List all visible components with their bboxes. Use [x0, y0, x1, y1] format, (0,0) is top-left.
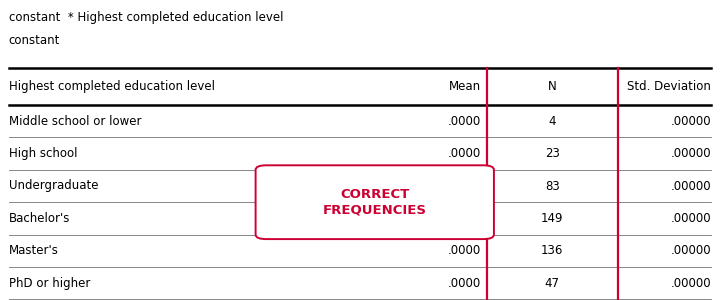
Text: Middle school or lower: Middle school or lower: [9, 115, 141, 128]
Text: CORRECT
FREQUENCIES: CORRECT FREQUENCIES: [323, 188, 427, 216]
Text: .00000: .00000: [671, 147, 711, 160]
Text: Highest completed education level: Highest completed education level: [9, 80, 215, 93]
Text: .00000: .00000: [671, 277, 711, 290]
Text: .0000: .0000: [448, 277, 481, 290]
Text: 83: 83: [545, 179, 559, 193]
Text: Mean: Mean: [449, 80, 481, 93]
Text: .0000: .0000: [448, 244, 481, 257]
Text: constant: constant: [9, 34, 60, 47]
Text: .00000: .00000: [671, 115, 711, 128]
Text: Std. Deviation: Std. Deviation: [628, 80, 711, 93]
Text: 149: 149: [541, 212, 564, 225]
FancyBboxPatch shape: [256, 165, 494, 239]
Text: 23: 23: [545, 147, 559, 160]
Text: .0000: .0000: [448, 147, 481, 160]
Text: 136: 136: [541, 244, 564, 257]
Text: constant  * Highest completed education level: constant * Highest completed education l…: [9, 11, 283, 23]
Text: Master's: Master's: [9, 244, 58, 257]
Text: .0000: .0000: [448, 115, 481, 128]
Text: 4: 4: [549, 115, 556, 128]
Text: .00000: .00000: [671, 244, 711, 257]
Text: 47: 47: [545, 277, 559, 290]
Text: PhD or higher: PhD or higher: [9, 277, 90, 290]
Text: .00000: .00000: [671, 212, 711, 225]
Text: N: N: [548, 80, 557, 93]
Text: .00000: .00000: [671, 179, 711, 193]
Text: High school: High school: [9, 147, 77, 160]
Text: Undergraduate: Undergraduate: [9, 179, 98, 193]
Text: Bachelor's: Bachelor's: [9, 212, 70, 225]
